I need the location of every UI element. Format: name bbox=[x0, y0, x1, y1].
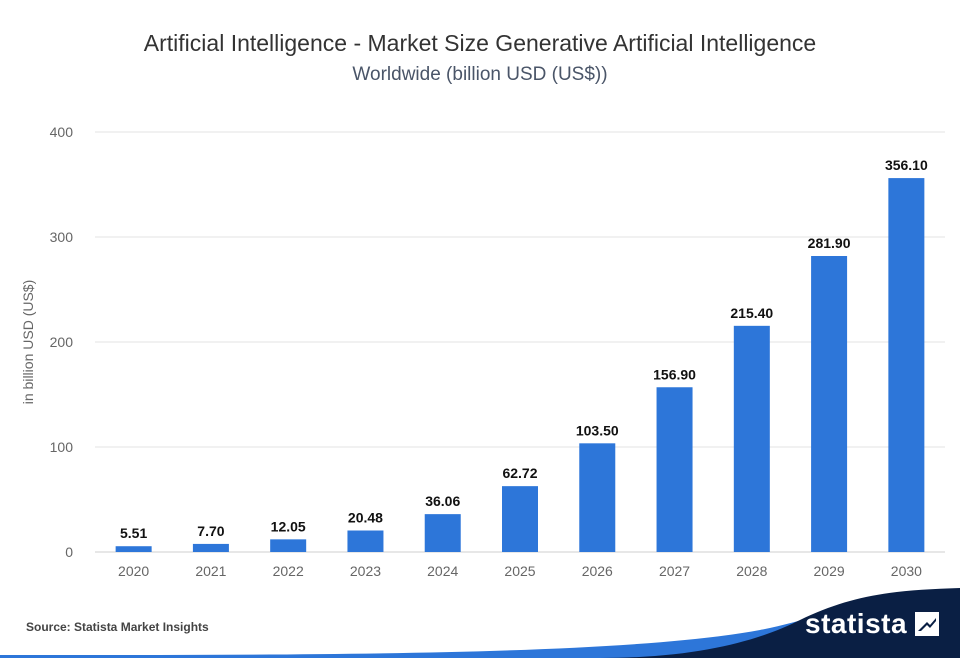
data-label: 156.90 bbox=[653, 366, 696, 382]
y-tick-label: 300 bbox=[50, 229, 74, 245]
x-tick-label: 2025 bbox=[504, 563, 535, 579]
chart-title: Artificial Intelligence - Market Size Ge… bbox=[143, 30, 817, 56]
statista-logo[interactable]: statista bbox=[805, 608, 940, 640]
y-axis-label: in billion USD (US$) bbox=[20, 280, 36, 404]
x-tick-label: 2030 bbox=[891, 563, 922, 579]
bar bbox=[424, 514, 461, 552]
bar bbox=[579, 443, 616, 552]
data-label: 7.70 bbox=[197, 523, 224, 539]
statista-wordmark: statista bbox=[805, 608, 908, 639]
data-label: 103.50 bbox=[576, 422, 619, 438]
source-note: Source: Statista Market Insights bbox=[26, 620, 209, 634]
bar bbox=[733, 325, 770, 552]
y-tick-label: 200 bbox=[50, 334, 74, 350]
data-label: 20.48 bbox=[348, 509, 383, 525]
bar bbox=[888, 178, 925, 552]
x-tick-label: 2028 bbox=[736, 563, 767, 579]
x-tick-label: 2024 bbox=[427, 563, 458, 579]
chart-subtitle: Worldwide (billion USD (US$)) bbox=[352, 64, 608, 85]
data-label: 62.72 bbox=[502, 465, 537, 481]
bar bbox=[115, 546, 152, 552]
bar bbox=[347, 530, 384, 552]
x-tick-label: 2021 bbox=[195, 563, 226, 579]
x-tick-label: 2029 bbox=[814, 563, 845, 579]
bar bbox=[811, 256, 848, 552]
x-tick-label: 2020 bbox=[118, 563, 149, 579]
x-tick-label: 2023 bbox=[350, 563, 381, 579]
bar bbox=[502, 486, 538, 552]
bar bbox=[192, 543, 229, 552]
bar-chart: 0 100 200 300 400 in billion USD (US$) 5.51 202… bbox=[20, 124, 945, 579]
data-label: 5.51 bbox=[120, 525, 147, 541]
footer-wave bbox=[0, 588, 960, 658]
bar bbox=[270, 539, 307, 552]
bar bbox=[656, 387, 693, 552]
data-label: 12.05 bbox=[271, 518, 306, 534]
data-label: 281.90 bbox=[808, 235, 851, 251]
statista-logo-icon bbox=[915, 612, 940, 636]
y-tick-label: 0 bbox=[65, 544, 73, 560]
data-label: 356.10 bbox=[885, 157, 928, 173]
data-label: 36.06 bbox=[425, 493, 460, 509]
x-tick-label: 2026 bbox=[582, 563, 613, 579]
x-tick-label: 2022 bbox=[273, 563, 304, 579]
y-tick-label: 100 bbox=[50, 439, 74, 455]
y-tick-label: 400 bbox=[50, 124, 74, 140]
x-tick-label: 2027 bbox=[659, 563, 690, 579]
data-label: 215.40 bbox=[730, 305, 773, 321]
